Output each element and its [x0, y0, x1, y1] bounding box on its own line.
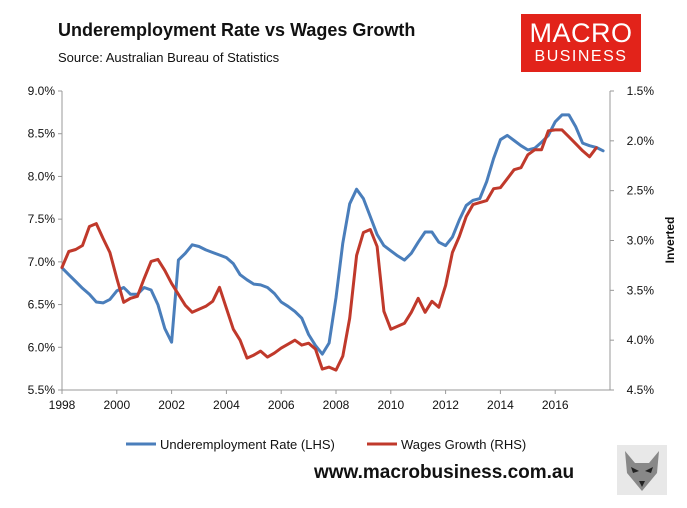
chart-ticks: 5.5% 6.0% 6.5% 7.0% 7.5% 8.0% 8.5% 9.0% 1.5% 2.0%… — [28, 84, 677, 412]
x-tick-label: 2000 — [103, 398, 130, 412]
right-tick-label: 2.5% — [627, 184, 655, 198]
chart-title: Underemployment Rate vs Wages Growth — [58, 20, 416, 40]
series-line-wages-growth — [60, 128, 598, 372]
right-tick-label: 1.5% — [627, 84, 655, 98]
logo-text-macro: MACRO — [529, 18, 633, 48]
x-tick-label: 2012 — [432, 398, 459, 412]
x-tick-label: 2010 — [377, 398, 404, 412]
x-tick-label: 2014 — [487, 398, 514, 412]
left-tick-label: 7.5% — [28, 212, 56, 226]
left-tick-label: 8.0% — [28, 169, 56, 183]
chart-axes — [61, 91, 611, 391]
footer-url: www.macrobusiness.com.au — [314, 462, 575, 483]
fox-head-icon — [617, 445, 667, 495]
right-tick-label: 2.0% — [627, 134, 655, 148]
chart-subtitle: Source: Australian Bureau of Statistics — [58, 50, 280, 65]
right-tick-label: 3.5% — [627, 283, 655, 297]
legend-label-wages-growth: Wages Growth (RHS) — [401, 437, 526, 452]
left-tick-label: 6.0% — [28, 340, 56, 354]
x-tick-label: 1998 — [49, 398, 76, 412]
right-tick-label: 3.0% — [627, 234, 655, 248]
x-tick-label: 2008 — [323, 398, 350, 412]
chart-legend: Underemployment Rate (LHS) Wages Growth (… — [126, 437, 526, 452]
series-layer — [60, 113, 605, 372]
right-tick-label: 4.5% — [627, 383, 655, 397]
left-tick-label: 9.0% — [28, 84, 56, 98]
right-tick-label: 4.0% — [627, 333, 655, 347]
left-tick-label: 8.5% — [28, 127, 56, 141]
left-tick-label: 7.0% — [28, 255, 56, 269]
left-tick-label: 6.5% — [28, 298, 56, 312]
x-tick-label: 2016 — [542, 398, 569, 412]
logo-text-business: BUSINESS — [534, 48, 628, 65]
series-line-underemployment — [60, 113, 605, 356]
x-tick-label: 2006 — [268, 398, 295, 412]
x-tick-label: 2002 — [158, 398, 185, 412]
macrobusiness-logo: MACRO BUSINESS — [521, 14, 641, 72]
x-tick-label: 2004 — [213, 398, 240, 412]
right-axis-label: Inverted — [663, 217, 677, 264]
legend-label-underemployment: Underemployment Rate (LHS) — [160, 437, 335, 452]
left-tick-label: 5.5% — [28, 383, 56, 397]
